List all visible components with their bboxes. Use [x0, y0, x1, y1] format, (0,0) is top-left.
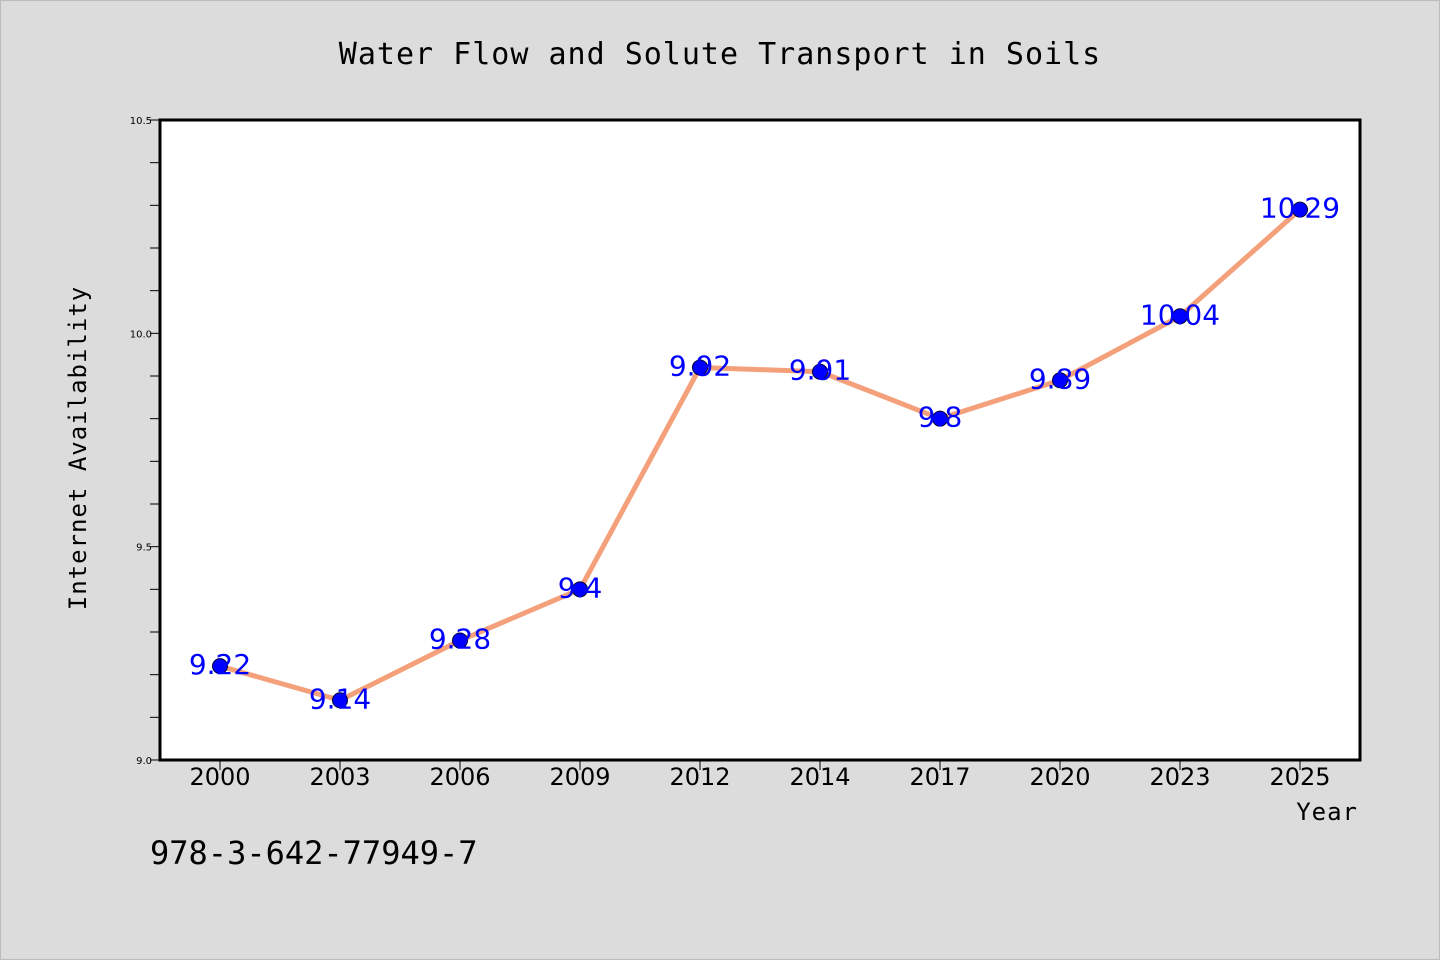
y-tick-label: 9.0 [136, 756, 152, 767]
series-layer: 9.22 9.14 9.28 9.4 9.92 9.91 9.8 9.89 10.04 10.29 [189, 192, 1340, 716]
y-tick-label: 9.5 [136, 543, 152, 554]
x-tick-label: 2014 [789, 763, 850, 791]
data-label: 10.29 [1260, 192, 1340, 225]
data-label: 10.04 [1140, 298, 1220, 331]
axis-ticks: 9.0 9.5 10.0 10.5 2000 2003 2006 2009 2012 2014 20… [130, 116, 1331, 791]
y-tick-label: 10.0 [130, 329, 152, 340]
data-label: 9.14 [309, 682, 371, 715]
series-line [217, 207, 1303, 703]
y-tick-label: 10.5 [130, 116, 152, 127]
data-point [1052, 372, 1068, 389]
x-tick-label: 2020 [1029, 763, 1090, 791]
data-label: 9.8 [918, 401, 963, 434]
chart-title: Water Flow and Solute Transport in Soils [339, 37, 1101, 72]
data-point [692, 359, 708, 376]
data-label: 9.89 [1029, 362, 1091, 395]
data-label: 9.91 [789, 354, 851, 387]
data-point [212, 658, 228, 675]
plot-area [158, 118, 1362, 762]
data-point [572, 581, 588, 598]
x-tick-label: 2000 [189, 763, 250, 791]
x-tick-label: 2017 [909, 763, 970, 791]
data-label: 9.4 [558, 571, 603, 604]
data-point [1292, 201, 1308, 218]
data-label: 9.28 [429, 623, 491, 656]
x-tick-label: 2006 [429, 763, 490, 791]
x-axis-label: Year [1296, 798, 1358, 826]
isbn-text: 978-3-642-77949-7 [150, 834, 478, 872]
data-point [332, 692, 348, 709]
data-point [1172, 308, 1188, 325]
x-tick-label: 2025 [1269, 763, 1330, 791]
data-point [812, 363, 828, 380]
x-tick-label: 2023 [1149, 763, 1210, 791]
x-tick-label: 2012 [669, 763, 730, 791]
data-label: 9.92 [669, 349, 731, 382]
data-point [932, 410, 948, 427]
x-tick-label: 2003 [309, 763, 370, 791]
data-point [452, 632, 468, 649]
data-label: 9.22 [189, 648, 251, 681]
x-tick-label: 2009 [549, 763, 610, 791]
y-axis-label: Internet Availability [64, 286, 92, 610]
